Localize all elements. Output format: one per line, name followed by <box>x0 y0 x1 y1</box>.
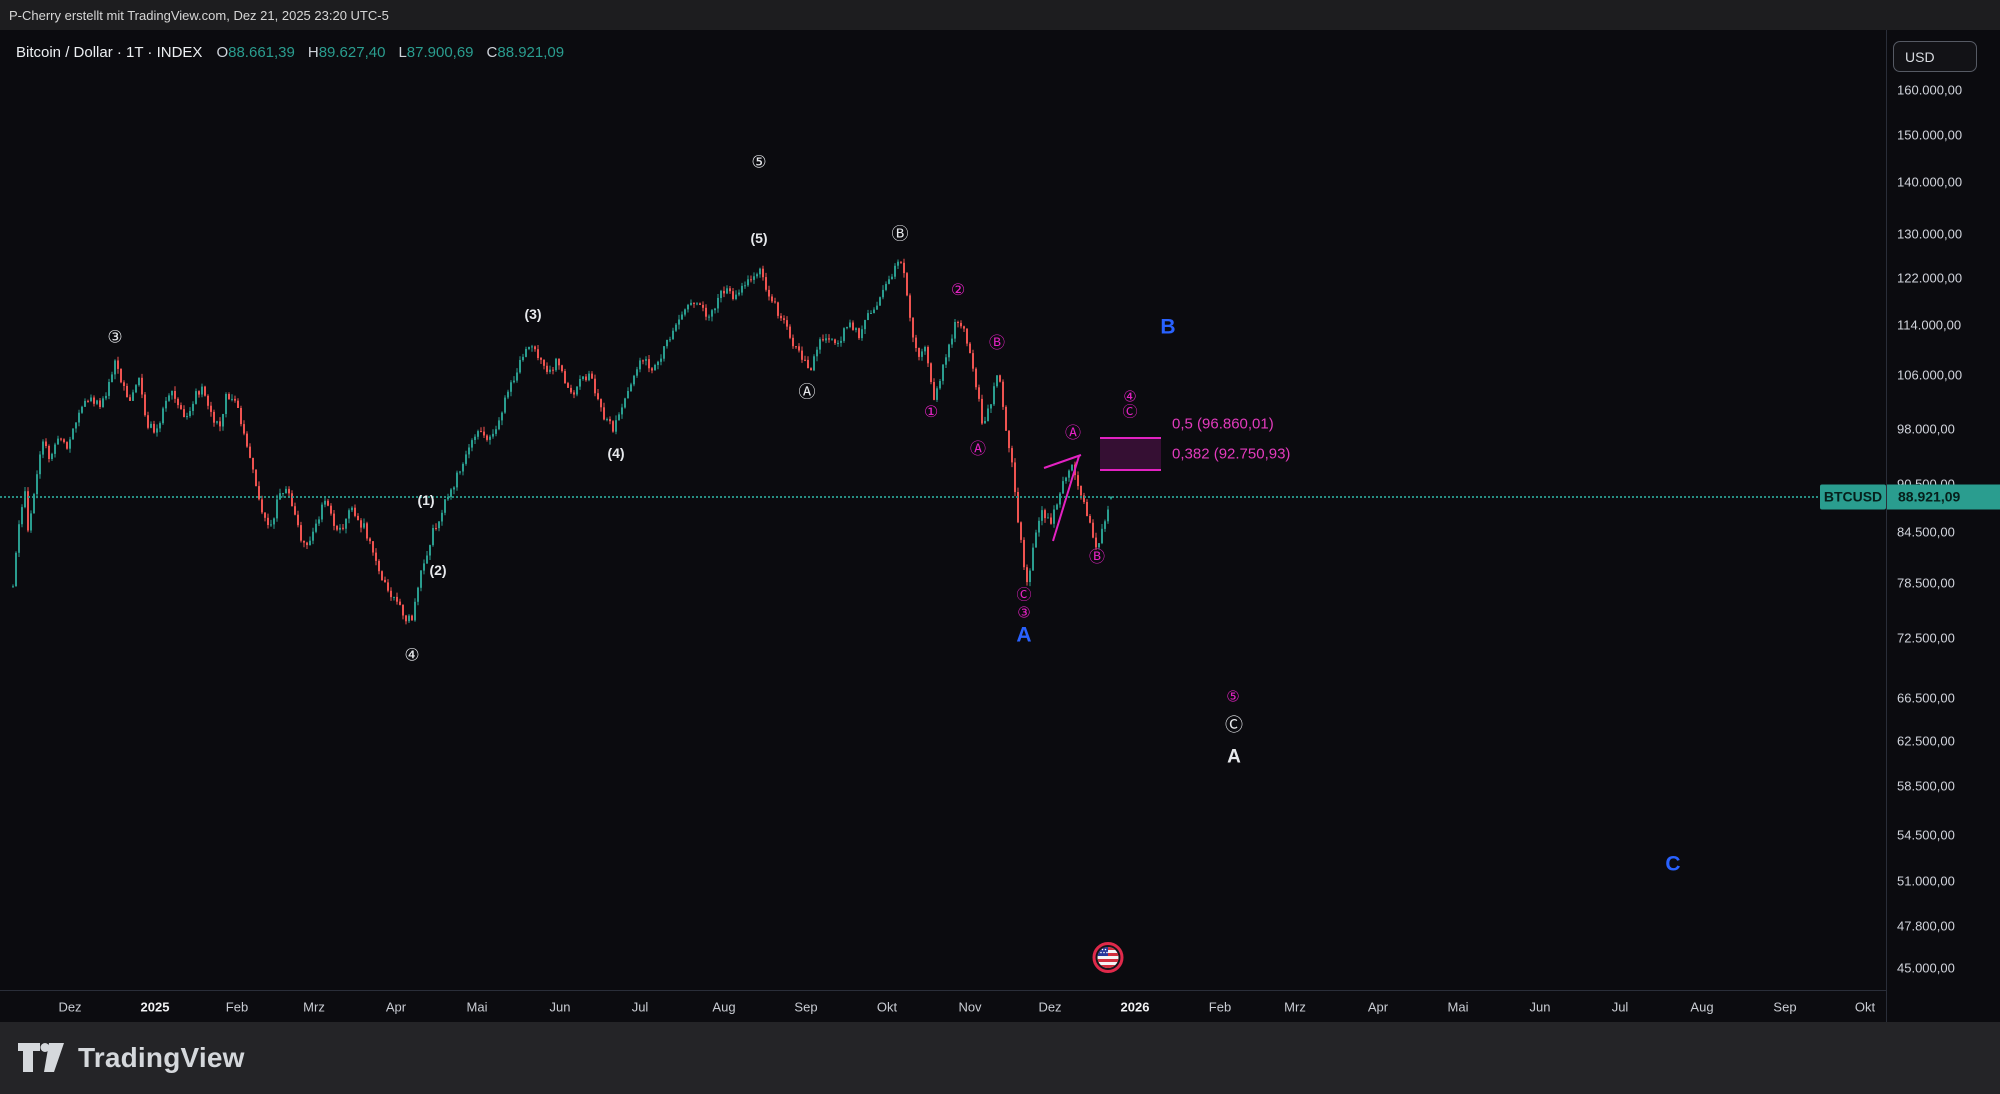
symbol-header: Bitcoin / Dollar · 1T · INDEX O88.661,39… <box>16 44 564 61</box>
trend-line[interactable] <box>1052 455 1080 542</box>
elliott-wave-label-white[interactable]: (2) <box>429 562 447 578</box>
time-axis[interactable]: Dez 2025 Feb Mrz Apr Mai Jun Jul Aug Sep Okt Nov Dez… <box>0 990 1886 1023</box>
price-axis-tick: 58.500,00 <box>1897 778 1955 794</box>
time-axis-label: Jun <box>549 999 571 1015</box>
elliott-wave-label-pink[interactable]: ③ <box>1017 604 1031 622</box>
price-axis-tick: 45.000,00 <box>1897 960 1955 976</box>
price-axis-tick: 114.000,00 <box>1897 317 1962 333</box>
elliott-wave-label-white[interactable]: ⑤ <box>751 152 767 172</box>
elliott-wave-label-pink[interactable]: ⑤ <box>1226 688 1240 706</box>
fib-level-label[interactable]: 0,5 (96.860,01) <box>1172 415 1274 433</box>
time-axis-label: Okt <box>1854 999 1876 1015</box>
price-axis[interactable]: USD 160.000,00 150.000,00 140.000,00 130.00… <box>1886 30 2000 1022</box>
ohlc-value: C88.921,09 <box>486 44 565 61</box>
price-axis-tick: 51.000,00 <box>1897 873 1955 889</box>
time-axis-label: Jun <box>1529 999 1551 1015</box>
price-axis-tick: 140.000,00 <box>1897 174 1963 190</box>
elliott-wave-label-white[interactable]: Ⓐ <box>798 382 816 402</box>
elliott-wave-label-blue[interactable]: B <box>1160 315 1176 339</box>
price-axis-tick: 122.000,00 <box>1897 270 1963 286</box>
price-axis-tick: 84.500,00 <box>1897 524 1955 540</box>
footer-bar: TradingView <box>0 1022 2000 1094</box>
elliott-wave-label-pink[interactable]: Ⓐ <box>969 441 987 458</box>
symbol-title[interactable]: Bitcoin / Dollar · 1T · INDEX <box>16 44 203 61</box>
time-axis-label: Nov <box>958 999 982 1015</box>
chart-plot-area[interactable] <box>0 30 1886 990</box>
tradingview-logo-icon[interactable] <box>18 1043 64 1073</box>
elliott-wave-label-white[interactable]: (5) <box>750 230 768 246</box>
time-axis-label: Jul <box>1611 999 1629 1015</box>
elliott-wave-label-white[interactable]: (3) <box>524 306 542 322</box>
elliott-wave-label-pink[interactable]: ④ <box>1123 388 1137 406</box>
elliott-wave-label-white[interactable]: ④ <box>404 645 420 665</box>
elliott-wave-label-blue[interactable]: A <box>1016 623 1032 647</box>
time-axis-label: Apr <box>385 999 407 1015</box>
attribution-text: P-Cherry erstellt mit TradingView.com, D… <box>9 7 389 23</box>
time-axis-label: Sep <box>794 999 818 1015</box>
elliott-wave-label-pink[interactable]: Ⓒ <box>1122 403 1138 421</box>
tradingview-wordmark[interactable]: TradingView <box>78 1042 245 1073</box>
top-attribution-bar: P-Cherry erstellt mit TradingView.com, D… <box>0 0 2000 30</box>
elliott-wave-label-pink[interactable]: ① <box>923 404 939 421</box>
time-axis-label: Mrz <box>303 999 325 1015</box>
time-axis-label: Aug <box>712 999 736 1015</box>
elliott-wave-label-pink[interactable]: Ⓑ <box>1088 549 1106 566</box>
currency-usd-button[interactable]: USD <box>1893 41 1977 72</box>
time-axis-label: Mai <box>466 999 488 1015</box>
time-axis-label: 2026 <box>1120 999 1150 1015</box>
trend-line-drawings[interactable] <box>0 30 1886 1022</box>
time-axis-label: Mrz <box>1284 999 1306 1015</box>
fib-retracement-box[interactable] <box>1100 437 1161 472</box>
ohlc-value: O88.661,39 <box>216 44 295 61</box>
price-axis-tick: 130.000,00 <box>1897 226 1963 242</box>
symbol-price-flag: BTCUSD <box>1820 484 1886 510</box>
price-axis-tick: 62.500,00 <box>1897 733 1955 749</box>
time-axis-label: Jul <box>631 999 649 1015</box>
time-axis-label: Feb <box>1208 999 1232 1015</box>
elliott-wave-label-pink[interactable]: Ⓐ <box>1064 425 1082 442</box>
elliott-wave-label-pink[interactable]: Ⓒ <box>1016 586 1032 604</box>
price-axis-tick: 78.500,00 <box>1897 575 1955 591</box>
elliott-wave-label-blue[interactable]: C <box>1665 852 1681 876</box>
ohlc-readout: O88.661,39 H89.627,40 L87.900,69 C88.921,09 <box>216 44 564 61</box>
elliott-wave-label-white[interactable]: Ⓑ <box>891 224 909 244</box>
candlestick-series <box>12 258 1112 625</box>
price-axis-tick: 150.000,00 <box>1897 127 1963 143</box>
currency-usd-label: USD <box>1905 48 1935 65</box>
ohlc-value: L87.900,69 <box>398 44 474 61</box>
price-axis-tick: 54.500,00 <box>1897 827 1955 843</box>
time-axis-label: Sep <box>1773 999 1797 1015</box>
time-axis-label: Mai <box>1447 999 1469 1015</box>
elliott-wave-label-white[interactable]: (4) <box>607 445 625 461</box>
price-axis-tick: 98.000,00 <box>1897 421 1955 437</box>
price-axis-tick: 72.500,00 <box>1897 630 1955 646</box>
price-axis-tick: 47.800,00 <box>1897 918 1955 934</box>
elliott-wave-label-pink[interactable]: ② <box>950 282 966 299</box>
price-axis-tick: 160.000,00 <box>1897 82 1963 98</box>
ohlc-value: H89.627,40 <box>307 44 386 61</box>
time-axis-label: Dez <box>58 999 82 1015</box>
price-axis-tick: 106.000,00 <box>1897 367 1963 383</box>
elliott-wave-label-white[interactable]: ③ <box>107 327 123 347</box>
us-flag-event-icon[interactable] <box>1092 942 1124 979</box>
time-axis-label: Okt <box>876 999 898 1015</box>
time-axis-label: 2025 <box>140 999 170 1015</box>
current-price-label: 88.921,09 <box>1887 484 2000 510</box>
time-axis-label: Aug <box>1690 999 1714 1015</box>
price-axis-tick: 66.500,00 <box>1897 690 1955 706</box>
elliott-wave-label-pink[interactable]: Ⓑ <box>988 335 1006 352</box>
fib-level-label[interactable]: 0,382 (92.750,93) <box>1172 445 1291 463</box>
time-axis-label: Apr <box>1367 999 1389 1015</box>
elliott-wave-label-white[interactable]: (1) <box>417 492 435 508</box>
current-price-line <box>0 495 1886 498</box>
trend-line[interactable] <box>1043 454 1082 469</box>
time-axis-label: Dez <box>1038 999 1062 1015</box>
elliott-wave-label-white[interactable]: A <box>1227 746 1241 768</box>
time-axis-label: Feb <box>225 999 249 1015</box>
elliott-wave-label-white[interactable]: Ⓒ <box>1225 715 1243 735</box>
